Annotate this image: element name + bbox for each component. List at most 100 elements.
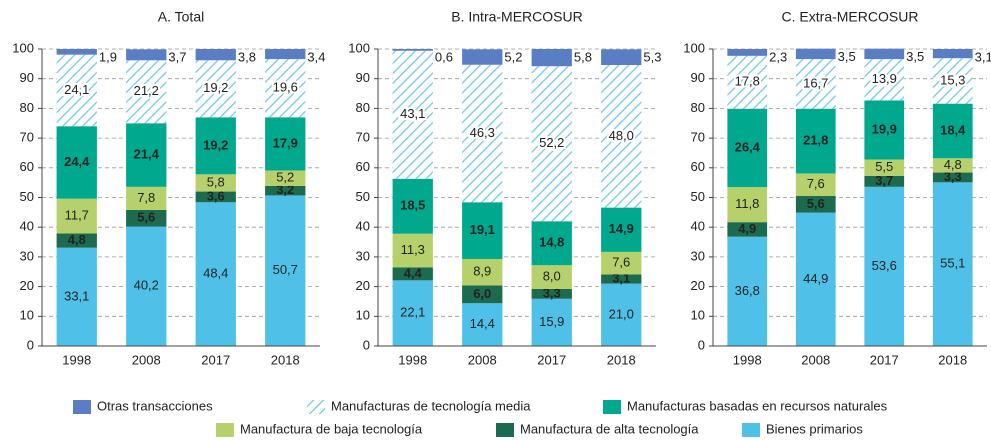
y-tick-label: 20	[20, 278, 34, 293]
x-tick-label: 1998	[398, 352, 427, 367]
bar-segment	[932, 182, 973, 346]
y-tick-label: 70	[20, 130, 34, 145]
data-label: 2,3	[769, 49, 787, 64]
bar-segment	[795, 59, 836, 109]
bar-segment	[56, 49, 97, 55]
bar-segment	[195, 60, 236, 118]
bar-segment	[126, 123, 167, 187]
bar-segment	[462, 258, 503, 286]
data-label: 55,1	[940, 256, 965, 271]
data-label: 3,3	[944, 169, 962, 184]
y-tick-label: 30	[20, 248, 34, 263]
x-tick-label: 2018	[271, 352, 300, 367]
bar-segment	[727, 49, 768, 56]
y-tick-label: 30	[691, 248, 705, 263]
x-tick-label: 1998	[733, 352, 762, 367]
data-label: 3,7	[168, 50, 186, 65]
y-tick-label: 60	[20, 159, 34, 174]
legend-label: Manufacturas basadas en recursos natural…	[627, 398, 888, 413]
bar-segment	[265, 195, 306, 346]
bar-segment	[392, 50, 433, 179]
bar-segment	[56, 198, 97, 234]
bar-segment	[601, 274, 642, 284]
chart-title: B. Intra-MERCOSUR	[451, 9, 582, 25]
data-label: 3,6	[207, 188, 225, 203]
data-label: 8,0	[543, 269, 561, 284]
bar-segment	[727, 108, 768, 188]
bar-segment	[265, 185, 306, 196]
bar-segment	[126, 226, 167, 346]
data-label: 4,4	[404, 265, 423, 280]
data-label: 11,7	[65, 208, 89, 223]
bar-segment	[531, 49, 572, 67]
bar-segment	[462, 202, 503, 259]
data-label: 0,6	[435, 49, 453, 64]
data-label: 6,0	[473, 286, 491, 301]
bar-segment	[392, 178, 433, 234]
data-label: 5,6	[807, 196, 825, 211]
data-label: 3,4	[307, 49, 325, 64]
legend-swatch	[742, 423, 760, 437]
legend-swatch	[73, 400, 91, 414]
bar-segment	[56, 126, 97, 199]
bar-segment	[265, 170, 306, 186]
bar-segment	[601, 207, 642, 252]
data-label: 19,2	[203, 137, 228, 152]
legend-swatch	[496, 423, 514, 437]
x-tick-label: 2017	[537, 352, 566, 367]
data-label: 52,2	[539, 135, 564, 150]
bar-segment	[265, 117, 306, 171]
y-tick-label: 70	[691, 130, 705, 145]
legend-swatch	[216, 423, 234, 437]
y-tick-label: 100	[348, 40, 370, 55]
bar-segment	[795, 108, 836, 174]
bar-segment	[795, 196, 836, 213]
data-label: 5,2	[276, 170, 294, 185]
data-label: 5,5	[875, 159, 893, 174]
data-label: 5,8	[207, 174, 225, 189]
y-tick-label: 0	[27, 337, 34, 352]
bar-segment	[462, 64, 503, 203]
bar-segment	[126, 186, 167, 210]
bar-segment	[392, 233, 433, 268]
bar-segment	[932, 103, 973, 159]
data-label: 5,2	[504, 50, 522, 65]
y-tick-label: 90	[20, 70, 34, 85]
data-label: 21,8	[803, 133, 828, 148]
legend-label: Manufactura de baja tecnología	[240, 421, 423, 436]
y-tick-label: 100	[12, 40, 34, 55]
bar-segment	[195, 49, 236, 61]
data-label: 21,0	[609, 306, 634, 321]
legend-label: Manufacturas de tecnología media	[331, 398, 531, 413]
bar-segment	[864, 175, 905, 187]
data-label: 53,6	[872, 258, 897, 273]
bar-segment	[932, 158, 973, 173]
data-label: 17,8	[735, 74, 760, 89]
data-label: 24,4	[64, 154, 90, 169]
bar-segment	[265, 49, 306, 60]
bar-segment	[195, 202, 236, 346]
data-label: 21,2	[134, 83, 159, 98]
chart-title: A. Total	[158, 9, 204, 25]
data-label: 16,7	[803, 75, 828, 90]
y-tick-label: 10	[20, 308, 34, 323]
bar-segment	[864, 48, 905, 60]
bar-segment	[727, 222, 768, 237]
bar-segment	[864, 159, 905, 176]
bar-segment	[462, 303, 503, 346]
bar-segment	[795, 173, 836, 197]
y-tick-label: 100	[683, 40, 705, 55]
data-label: 19,6	[273, 80, 298, 95]
data-label: 19,2	[203, 80, 228, 95]
bar-segment	[56, 54, 97, 127]
y-tick-label: 20	[691, 278, 705, 293]
data-label: 40,2	[134, 278, 159, 293]
y-tick-label: 80	[20, 100, 34, 115]
y-tick-label: 10	[356, 308, 370, 323]
data-label: 4,9	[738, 221, 756, 236]
bar-segment	[531, 66, 572, 222]
y-tick-label: 50	[691, 189, 705, 204]
bar-segment	[727, 187, 768, 223]
data-label: 19,9	[872, 121, 897, 136]
data-label: 3,1	[975, 49, 991, 64]
